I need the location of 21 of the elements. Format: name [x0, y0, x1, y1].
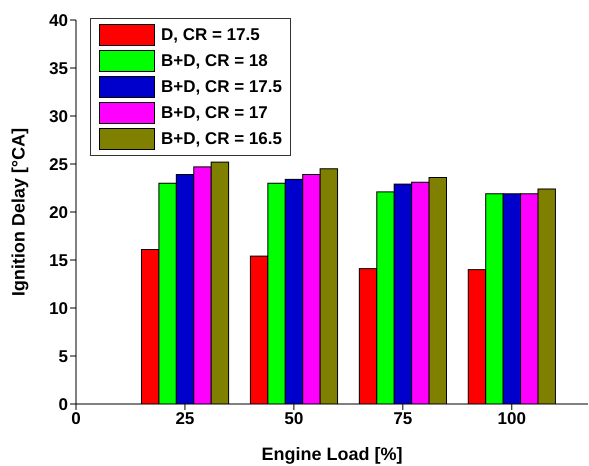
- y-tick-label: 0: [58, 395, 68, 414]
- x-tick-label: 0: [71, 409, 81, 428]
- x-tick-label: 50: [284, 409, 304, 428]
- y-tick-label: 35: [49, 59, 68, 78]
- x-axis-title: Engine Load [%]: [262, 444, 402, 464]
- x-tick-label: 75: [393, 409, 412, 428]
- x-tick-label: 100: [498, 409, 526, 428]
- legend-label: B+D, CR = 17.5: [161, 77, 282, 97]
- x-tick-label: 25: [175, 409, 194, 428]
- y-tick-label: 25: [49, 155, 68, 174]
- y-tick-label: 5: [58, 347, 68, 366]
- legend-label: B+D, CR = 18: [161, 51, 268, 71]
- legend-label: B+D, CR = 16.5: [161, 129, 282, 149]
- legend-label: D, CR = 17.5: [161, 25, 260, 45]
- legend-label: B+D, CR = 17: [161, 103, 268, 123]
- y-tick-label: 20: [49, 203, 68, 222]
- y-tick-label: 10: [49, 299, 68, 318]
- y-tick-label: 15: [49, 251, 68, 270]
- y-tick-label: 30: [49, 107, 68, 126]
- y-tick-label: 40: [49, 11, 68, 30]
- y-axis-title: Ignition Delay [°CA]: [8, 128, 28, 296]
